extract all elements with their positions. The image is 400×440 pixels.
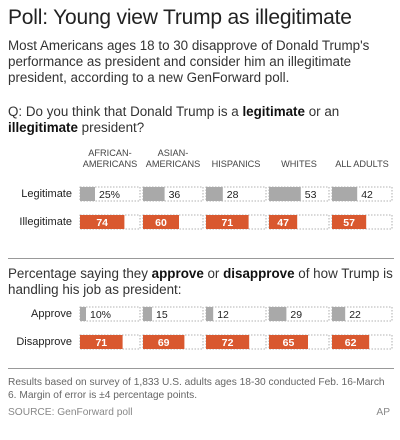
row-label: Illegitimate <box>19 216 72 228</box>
q1-mid: or an <box>304 104 340 119</box>
bar <box>206 307 214 321</box>
bar <box>332 215 367 229</box>
row-label: Disapprove <box>16 336 72 348</box>
row-label: Approve <box>31 308 72 320</box>
data-label: 57 <box>343 217 355 229</box>
group-label: AFRICAN- <box>88 148 131 158</box>
methodology-note: Results based on survey of 1,833 U.S. ad… <box>8 377 385 401</box>
intro-text: Most Americans ages 18 to 30 disapprove … <box>8 38 370 85</box>
group-label: AMERICANS <box>146 159 201 169</box>
bar <box>143 335 185 349</box>
bar-track <box>205 306 267 322</box>
data-label: 69 <box>158 337 170 349</box>
bar <box>80 307 86 321</box>
bar <box>143 187 165 201</box>
bar <box>206 335 250 349</box>
question-approval: Percentage saying they approve or disapp… <box>8 266 394 298</box>
data-label: 15 <box>156 309 168 321</box>
q1-prefix: Q: Do you think that Donald Trump is a <box>8 104 243 119</box>
bar <box>143 307 152 321</box>
data-label: 60 <box>155 217 167 229</box>
bar <box>206 215 249 229</box>
q2-bold-approve: approve <box>151 266 204 281</box>
data-label: 71 <box>95 337 107 349</box>
notes-divider <box>8 368 394 369</box>
bar <box>269 307 287 321</box>
q2-suffix: of how Trump is handling his job as pres… <box>8 266 393 297</box>
bar <box>269 215 298 229</box>
group-label: HISPANICS <box>212 159 261 169</box>
data-label: 65 <box>283 337 295 349</box>
ap-credit: AP <box>376 407 390 418</box>
bar <box>80 335 123 349</box>
bar <box>206 187 223 201</box>
q2-bold-disapprove: disapprove <box>223 266 295 281</box>
data-label: 29 <box>290 309 302 321</box>
q1-suffix: president? <box>77 120 145 135</box>
bar <box>80 187 95 201</box>
data-label: 28 <box>227 189 239 201</box>
data-label: 36 <box>169 189 181 201</box>
data-label: 47 <box>277 217 289 229</box>
group-label: ASIAN- <box>158 148 189 158</box>
data-label: 10% <box>90 309 111 321</box>
data-label: 53 <box>305 189 317 201</box>
question-legitimacy: Q: Do you think that Donald Trump is a l… <box>8 104 394 136</box>
data-label: 12 <box>217 309 229 321</box>
approval-chart: Approve 10% 15 12 29 22 Disapprove 71 69 72 65 62 <box>16 306 393 350</box>
data-label: 22 <box>349 309 361 321</box>
data-label: 71 <box>221 217 233 229</box>
bar <box>332 335 370 349</box>
group-label: ALL ADULTS <box>335 159 389 169</box>
group-label: AMERICANS <box>83 159 138 169</box>
q1-bold-illegitimate: illegitimate <box>8 120 78 135</box>
bar <box>332 307 346 321</box>
bar <box>143 215 179 229</box>
data-label: 62 <box>345 337 357 349</box>
row-label: Legitimate <box>21 188 72 200</box>
bar <box>269 335 308 349</box>
data-label: 72 <box>222 337 234 349</box>
group-label: WHITES <box>281 159 317 169</box>
section-divider <box>8 258 394 259</box>
data-label: 25% <box>99 189 120 201</box>
q2-mid: or <box>203 266 224 281</box>
q1-bold-legitimate: legitimate <box>242 104 305 119</box>
source-credit: SOURCE: GenForward poll <box>8 407 133 418</box>
bar <box>332 187 358 201</box>
bar <box>80 215 125 229</box>
data-label: 74 <box>96 217 108 229</box>
bar <box>269 187 301 201</box>
headline: Poll: Young view Trump as illegitimate <box>8 6 352 29</box>
q2-prefix: Percentage saying they <box>8 266 152 281</box>
data-label: 42 <box>361 189 373 201</box>
